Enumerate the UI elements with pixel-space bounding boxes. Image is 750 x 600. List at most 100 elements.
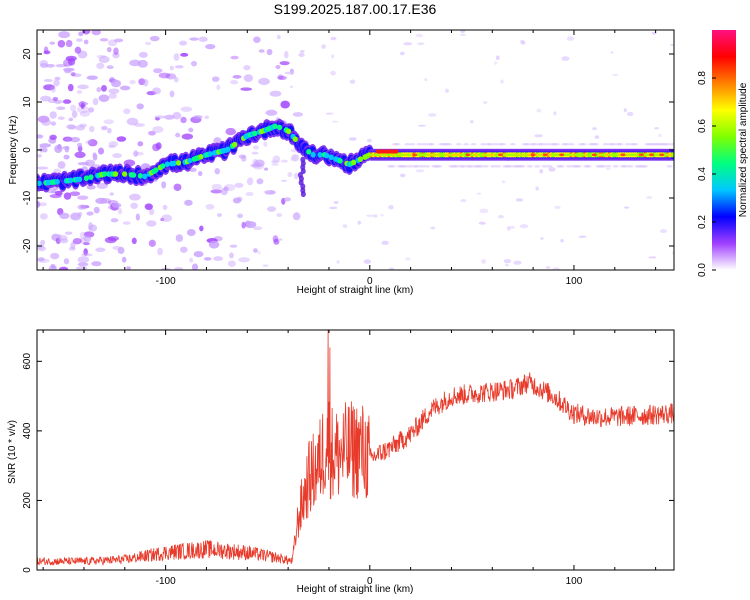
noise-blob: [112, 153, 123, 159]
ridge-core: [351, 159, 357, 166]
noise-blob: [37, 246, 47, 252]
noise-blob: [229, 252, 234, 259]
noise-blob: [671, 251, 674, 255]
noise-blob: [172, 111, 182, 120]
noise-blob: [180, 116, 187, 124]
noise-blob: [40, 95, 52, 102]
noise-blob: [68, 246, 76, 251]
noise-blob: [108, 140, 119, 148]
noise-blob: [62, 136, 73, 142]
ridge-core: [113, 171, 119, 177]
noise-blob: [263, 141, 268, 147]
streak-blob: [300, 168, 306, 175]
colorbar-label: Normalized spectral amplitude: [738, 82, 749, 217]
noise-blob: [510, 225, 515, 229]
noise-blob: [269, 90, 282, 97]
noise-blob: [610, 51, 614, 54]
noise-blob: [70, 213, 82, 221]
noise-blob: [216, 213, 222, 217]
ridge-halo: [664, 142, 671, 146]
noise-blob: [287, 171, 293, 178]
noise-blob: [38, 258, 50, 263]
noise-blob: [162, 204, 168, 210]
noise-blob: [161, 214, 173, 222]
noise-blob: [381, 240, 389, 245]
ridge-halo: [668, 142, 674, 146]
noise-blob: [148, 130, 156, 136]
ridge-halo: [416, 142, 423, 146]
ridge-halo: [487, 142, 494, 146]
ridge-core: [153, 167, 159, 173]
noise-blob: [83, 235, 92, 243]
ridge-core: [142, 173, 148, 180]
noise-blob: [165, 73, 177, 80]
noise-blob: [198, 36, 208, 42]
noise-blob: [230, 79, 239, 85]
noise-blob: [188, 127, 194, 133]
noise-blob: [117, 246, 125, 255]
colorbar-ticks: 0.0 0.2 0.4 0.6 0.8: [697, 71, 716, 277]
noise-blob: [208, 240, 220, 249]
noise-blob: [84, 159, 96, 167]
noise-blob: [299, 50, 305, 54]
noise-blob: [477, 192, 482, 195]
ridge-core: [272, 123, 278, 130]
ridge-halo: [477, 165, 484, 168]
noise-blob: [41, 118, 52, 126]
noise-blob: [54, 76, 61, 81]
noise-blob: [49, 194, 62, 199]
noise-blob: [88, 107, 95, 113]
noise-blob: [203, 257, 212, 261]
noise-blob: [78, 31, 84, 37]
noise-blob: [52, 96, 59, 102]
noise-blob: [232, 74, 242, 79]
noise-blob: [415, 169, 425, 173]
ridge-max: [412, 153, 418, 157]
y-tick-label: 10: [22, 96, 33, 108]
ridge-halo: [624, 142, 631, 146]
snr-frame: [36, 329, 675, 571]
ridge-max: [559, 153, 565, 157]
noise-blob: [566, 36, 575, 41]
ridge-halo: [509, 142, 516, 146]
noise-blob: [58, 31, 71, 39]
noise-blob: [193, 250, 204, 258]
noise-blob: [534, 134, 544, 138]
noise-blob: [169, 90, 175, 98]
noise-blob: [158, 72, 171, 79]
colorbar-tick-label: 0.2: [697, 215, 708, 229]
ridge-core: [175, 160, 182, 166]
noise-blob: [116, 136, 127, 142]
noise-blob: [57, 234, 62, 241]
noise-blob: [82, 30, 91, 35]
noise-blob: [278, 238, 283, 241]
ridge-halo: [593, 142, 600, 146]
noise-blob: [88, 125, 95, 133]
ridge-halo: [423, 165, 430, 168]
noise-blob: [204, 115, 209, 120]
ridge-max: [649, 153, 655, 157]
x-tick-label: -100: [156, 576, 176, 587]
noise-blob: [189, 37, 199, 41]
ridge-core: [198, 153, 204, 160]
noise-blob: [107, 236, 120, 241]
noise-blob: [623, 108, 627, 113]
noise-blob: [143, 78, 149, 87]
noise-blob: [258, 49, 265, 53]
noise-blob: [184, 199, 193, 206]
noise-blob: [37, 257, 45, 262]
noise-blob: [57, 161, 66, 169]
noise-blob: [86, 211, 94, 216]
noise-blob: [240, 87, 253, 91]
noise-blob: [148, 239, 156, 248]
noise-blob: [417, 124, 427, 127]
noise-blob: [108, 88, 120, 94]
noise-blob: [561, 56, 570, 61]
y-tick-label: -10: [22, 190, 33, 205]
ridge-core: [101, 171, 107, 177]
noise-blob: [520, 39, 525, 44]
ridge-halo: [666, 165, 673, 168]
noise-blob: [69, 191, 81, 197]
noise-blob: [96, 54, 107, 59]
noise-blob: [205, 43, 216, 50]
